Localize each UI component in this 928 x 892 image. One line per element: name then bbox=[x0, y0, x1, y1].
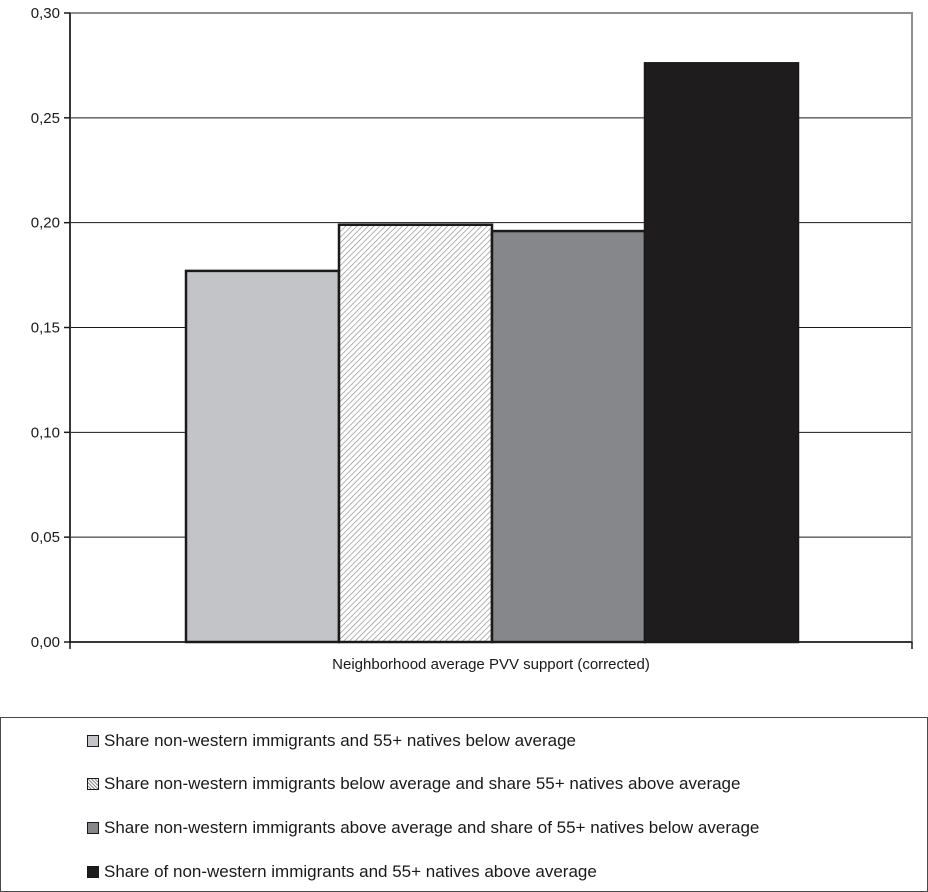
y-tick-label: 0,25 bbox=[31, 110, 60, 127]
bar-series-1 bbox=[184, 269, 341, 644]
legend-item-1: Share non-western immigrants and 55+ nat… bbox=[87, 731, 576, 751]
bar-series-3 bbox=[490, 229, 647, 644]
legend-label-2: Share non-western immigrants below avera… bbox=[104, 774, 741, 793]
y-tick-label: 0,05 bbox=[31, 529, 60, 546]
bar-series-4 bbox=[643, 62, 800, 644]
legend-swatch-4 bbox=[87, 866, 99, 878]
legend-label-3: Share non-western immigrants above avera… bbox=[104, 818, 760, 837]
legend-label-4: Share of non-western immigrants and 55+ … bbox=[104, 862, 597, 881]
bar-series-2 bbox=[337, 223, 494, 644]
y-tick-label: 0,10 bbox=[31, 424, 60, 441]
x-category-label: Neighborhood average PVV support (correc… bbox=[332, 656, 650, 673]
y-tick-label: 0,15 bbox=[31, 320, 60, 337]
legend: Share non-western immigrants and 55+ nat… bbox=[0, 717, 928, 892]
bar-chart: 0,00 0,05 0,10 0,15 0,20 0,25 0,30 Neighborhoo… bbox=[31, 5, 913, 673]
y-tick-label: 0,20 bbox=[31, 215, 60, 232]
legend-item-4: Share of non-western immigrants and 55+ … bbox=[87, 862, 597, 882]
legend-label-1: Share non-western immigrants and 55+ nat… bbox=[104, 731, 577, 750]
legend-swatch-1 bbox=[87, 735, 99, 747]
y-tick-label: 0,30 bbox=[31, 5, 60, 22]
legend-swatch-3 bbox=[87, 822, 99, 834]
y-axis-ticks: 0,00 0,05 0,10 0,15 0,20 0,25 0,30 bbox=[31, 5, 70, 651]
legend-item-2: Share non-western immigrants below avera… bbox=[87, 774, 740, 794]
legend-swatch-2 bbox=[87, 778, 99, 790]
bars bbox=[184, 62, 800, 644]
legend-item-3: Share non-western immigrants above avera… bbox=[87, 818, 759, 838]
y-tick-label: 0,00 bbox=[31, 634, 60, 651]
